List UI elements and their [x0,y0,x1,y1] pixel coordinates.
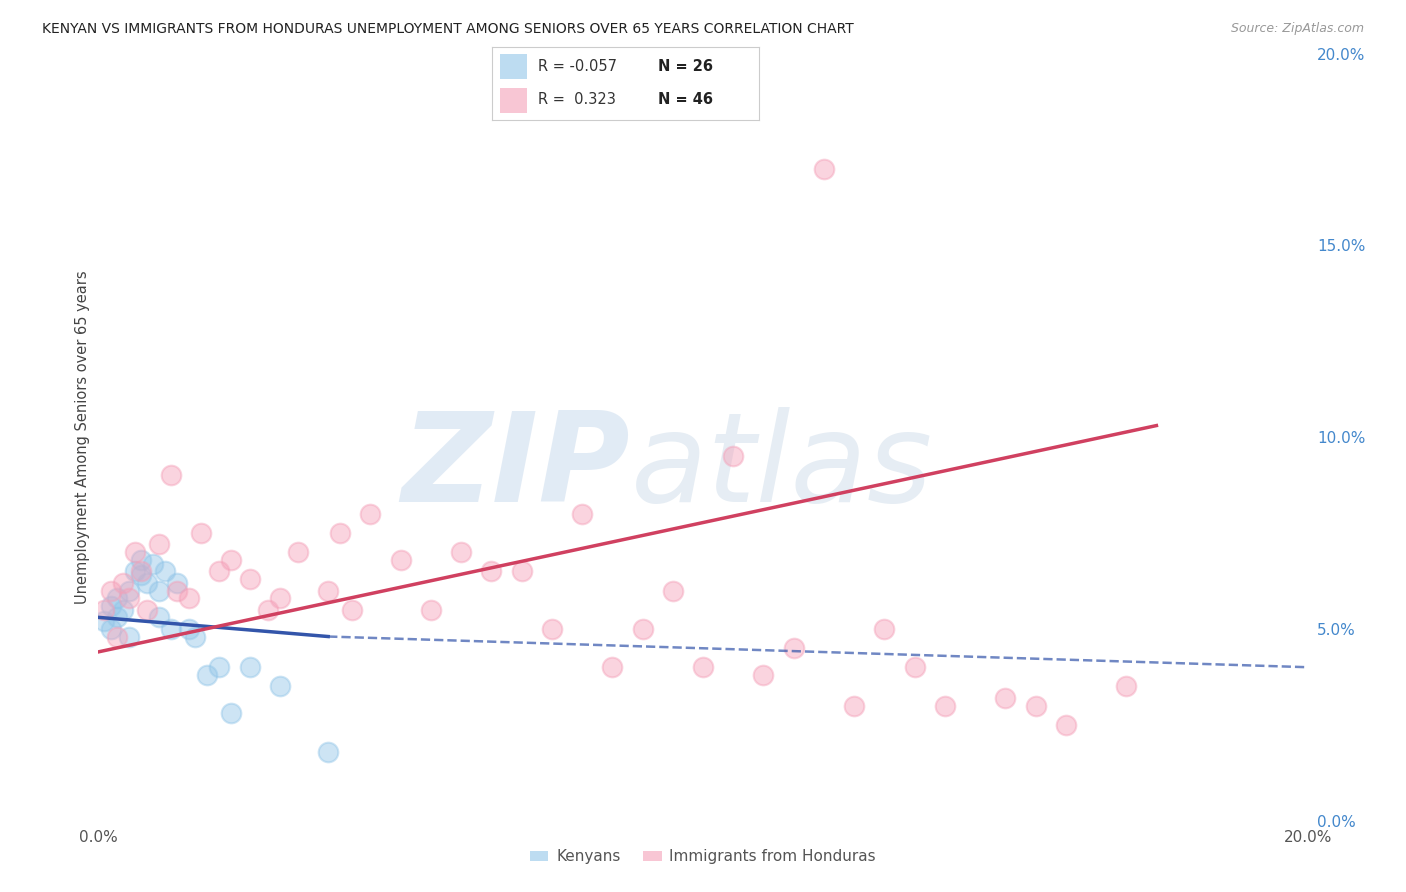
Point [631,622,654,636]
Point [124,545,146,559]
Point [239,660,262,674]
Point [179,591,201,606]
Point [142,557,165,571]
Point [105,630,128,644]
Point [111,603,134,617]
Point [221,553,243,567]
Point [1024,698,1046,713]
Text: N = 26: N = 26 [658,59,713,74]
Point [184,630,207,644]
Point [135,575,157,590]
Text: R = -0.057: R = -0.057 [537,59,616,74]
Point [100,622,122,636]
Point [129,565,152,579]
Point [105,610,128,624]
Point [135,603,157,617]
Point [148,537,170,551]
Point [844,698,866,713]
Point [179,622,201,636]
Point [166,575,188,590]
Point [602,660,624,674]
Point [540,622,562,636]
Text: N = 46: N = 46 [658,93,713,107]
Point [692,660,714,674]
Point [994,690,1017,705]
Point [100,583,122,598]
Point [1115,680,1137,694]
Point [239,572,262,586]
Point [256,603,278,617]
Point [118,583,141,598]
Point [934,698,956,713]
Point [661,583,683,598]
Point [723,450,745,464]
Point [316,583,339,598]
Point [389,553,412,567]
Point [813,161,835,176]
Point [195,668,218,682]
Point [129,553,152,567]
Point [342,603,364,617]
Point [124,565,146,579]
Point [118,630,141,644]
Text: Source: ZipAtlas.com: Source: ZipAtlas.com [1230,22,1364,36]
Point [105,591,128,606]
Point [100,599,122,613]
Point [221,706,243,721]
Point [148,610,170,624]
Bar [501,87,527,113]
Point [269,680,291,694]
Point [269,591,291,606]
Point [873,622,896,636]
Point [129,568,152,582]
Point [420,603,443,617]
Point [160,468,183,483]
Point [190,526,212,541]
Point [481,565,503,579]
Point [510,565,533,579]
Point [166,583,188,598]
Point [329,526,352,541]
Point [93,603,115,617]
Point [360,507,382,521]
Text: atlas: atlas [630,408,932,528]
Legend: Kenyans, Immigrants from Honduras: Kenyans, Immigrants from Honduras [524,843,882,871]
Bar [501,54,527,79]
Point [287,545,309,559]
Point [118,591,141,606]
Point [783,641,806,656]
Point [208,565,231,579]
Point [450,545,472,559]
Point [148,583,170,598]
Point [93,614,115,628]
Text: R =  0.323: R = 0.323 [537,93,616,107]
Y-axis label: Unemployment Among Seniors over 65 years: Unemployment Among Seniors over 65 years [75,270,90,604]
Point [153,565,176,579]
Point [160,622,183,636]
Point [571,507,593,521]
Text: ZIP: ZIP [402,408,630,528]
Point [208,660,231,674]
Point [752,668,775,682]
Text: KENYAN VS IMMIGRANTS FROM HONDURAS UNEMPLOYMENT AMONG SENIORS OVER 65 YEARS CORR: KENYAN VS IMMIGRANTS FROM HONDURAS UNEMP… [42,22,853,37]
Point [904,660,927,674]
Point [316,745,339,759]
Point [111,575,134,590]
Point [1054,717,1077,731]
